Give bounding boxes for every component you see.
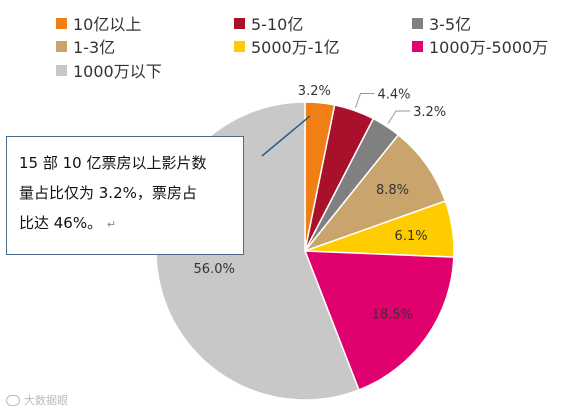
- legend-label-10yi-above: 10亿以上: [73, 15, 142, 34]
- legend-swatch-1000wan-below: [56, 64, 67, 76]
- legend-label-1000wan-5000wan: 1000万-5000万: [429, 38, 549, 57]
- data-label-1000wan-5000wan: 18.5%: [372, 307, 413, 322]
- legend-swatch-5000wan-1yi: [234, 40, 245, 52]
- data-label-10yi-above: 3.2%: [298, 84, 331, 99]
- return-mark-icon: ↵: [106, 218, 117, 231]
- legend-item-10yi-above: 10亿以上: [56, 11, 141, 35]
- watermark-logo-icon: [6, 394, 20, 406]
- legend-swatch-10yi-above: [56, 17, 67, 29]
- legend-swatch-5-10yi: [234, 17, 245, 29]
- annotation-line-3: 比达 46%。: [19, 214, 103, 232]
- data-label-3-5yi: 3.2%: [413, 105, 446, 120]
- annotation-line-2: 量占比仅为 3.2%，票房占: [19, 184, 197, 202]
- watermark-text: 大数据眼: [24, 394, 68, 407]
- legend-item-1-3yi: 1-3亿: [56, 34, 115, 58]
- legend-item-1000wan-below: 1000万以下: [56, 58, 162, 82]
- annotation-pointer-line: [261, 115, 311, 157]
- legend-label-5000wan-1yi: 5000万-1亿: [251, 38, 340, 57]
- legend-swatch-1-3yi: [56, 40, 67, 52]
- annotation-line-1: 15 部 10 亿票房以上影片数: [19, 154, 207, 172]
- pie-slice-1-3yi: [302, 133, 447, 253]
- watermark: 大数据眼: [6, 392, 68, 408]
- legend-label-1000wan-below: 1000万以下: [73, 62, 162, 81]
- legend-label-5-10yi: 5-10亿: [251, 15, 304, 34]
- data-label-5000wan-1yi: 6.1%: [395, 229, 428, 244]
- legend-label-1-3yi: 1-3亿: [73, 38, 116, 57]
- data-label-5-10yi: 4.4%: [377, 87, 410, 102]
- legend-item-3-5yi: 3-5亿: [412, 11, 471, 35]
- annotation-callout: 15 部 10 亿票房以上影片数 量占比仅为 3.2%，票房占 比达 46%。 …: [6, 136, 244, 255]
- pie-slice-1000wan-5000wan: [303, 250, 455, 391]
- data-label-1-3yi: 8.8%: [376, 183, 409, 198]
- legend-item-1000wan-5000wan: 1000万-5000万: [412, 34, 548, 58]
- legend-label-3-5yi: 3-5亿: [429, 15, 472, 34]
- legend-swatch-1000wan-5000wan: [412, 40, 423, 52]
- leader-line-3-5yi: [387, 110, 411, 124]
- leader-line-5-10yi: [355, 92, 375, 108]
- legend-item-5000wan-1yi: 5000万-1亿: [234, 34, 340, 58]
- legend-item-5-10yi: 5-10亿: [234, 11, 303, 35]
- data-label-1000wan-below: 56.0%: [194, 262, 235, 277]
- legend-swatch-3-5yi: [412, 17, 423, 29]
